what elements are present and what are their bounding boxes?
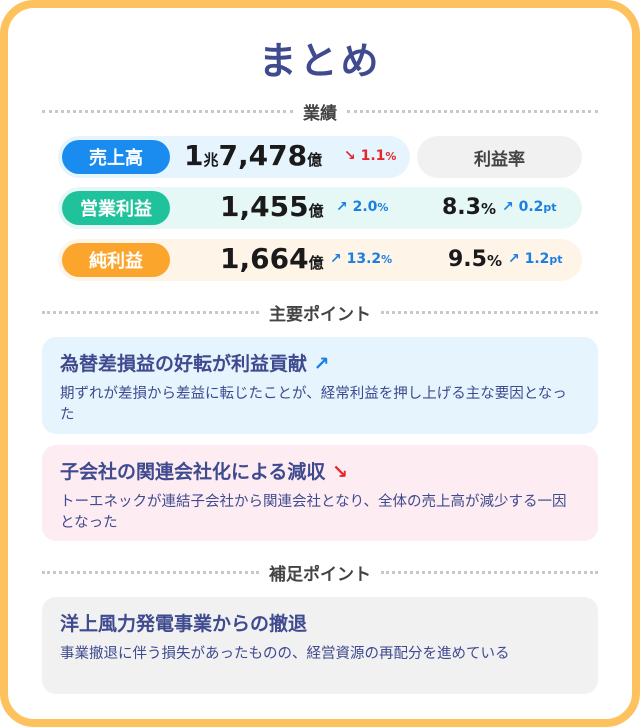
point-card: 子会社の関連会社化による減収 ↘ トーエネックが連結子会社から関連会社となり、全…: [42, 445, 598, 541]
supplement-card: 洋上風力発電事業からの撤退 事業撤退に伴う損失があったものの、経営資源の再配分を…: [42, 597, 598, 694]
arrow-up-icon: ↗: [313, 353, 330, 375]
metric-value: 1兆7,478億: [184, 139, 323, 172]
section-label: 補足ポイント: [269, 564, 371, 585]
point-title: 為替差損益の好転が利益貢献 ↗: [60, 353, 330, 375]
margin-header: 利益率: [417, 136, 582, 178]
metric-label: 営業利益: [62, 191, 170, 225]
metric-label: 純利益: [62, 243, 170, 277]
supplement-title: 洋上風力発電事業からの撤退: [60, 613, 308, 635]
section-divider-key-points: 主要ポイント: [42, 302, 598, 325]
metric-value: 1,455億: [220, 190, 324, 223]
section-label: 業績: [303, 103, 337, 124]
point-body: 期ずれが差損から差益に転じたことが、経常利益を押し上げる主な要因となった: [60, 386, 567, 423]
margin-change: ↗ 0.2pt: [502, 199, 557, 215]
arrow-up-icon: ↗: [508, 251, 520, 267]
margin-change: ↗ 1.2pt: [508, 251, 563, 267]
metric-row-sales: 売上高 1兆7,478億 ↘ 1.1%: [58, 136, 410, 178]
margin-value: 8.3%: [442, 195, 497, 220]
metric-row-operating-profit: 営業利益 1,455億 ↗ 2.0% 8.3% ↗ 0.2pt: [58, 187, 582, 229]
section-label: 主要ポイント: [269, 304, 371, 325]
point-body: トーエネックが連結子会社から関連会社となり、全体の売上高が減少する一因となった: [60, 494, 567, 531]
section-divider-results: 業績: [42, 101, 598, 124]
arrow-down-icon: ↘: [332, 461, 348, 483]
arrow-up-icon: ↗: [502, 199, 514, 215]
metric-row-net-profit: 純利益 1,664億 ↗ 13.2% 9.5% ↗ 1.2pt: [58, 239, 582, 281]
metric-value: 1,664億: [220, 242, 324, 275]
point-card: 為替差損益の好転が利益貢献 ↗ 期ずれが差損から差益に転じたことが、経常利益を押…: [42, 337, 598, 434]
metric-change: ↗ 2.0%: [336, 199, 389, 215]
page-title: まとめ: [258, 39, 382, 83]
arrow-up-icon: ↗: [330, 251, 342, 267]
metric-label: 売上高: [62, 140, 170, 174]
section-divider-supplement: 補足ポイント: [42, 562, 598, 585]
metric-change: ↗ 13.2%: [330, 251, 393, 267]
point-title: 子会社の関連会社化による減収 ↘: [60, 461, 348, 483]
arrow-up-icon: ↗: [336, 199, 348, 215]
supplement-body: 事業撤退に伴う損失があったものの、経営資源の再配分を進めている: [60, 646, 510, 662]
arrow-down-icon: ↘: [344, 148, 356, 164]
margin-value: 9.5%: [448, 247, 503, 272]
metric-change: ↘ 1.1%: [344, 148, 397, 164]
